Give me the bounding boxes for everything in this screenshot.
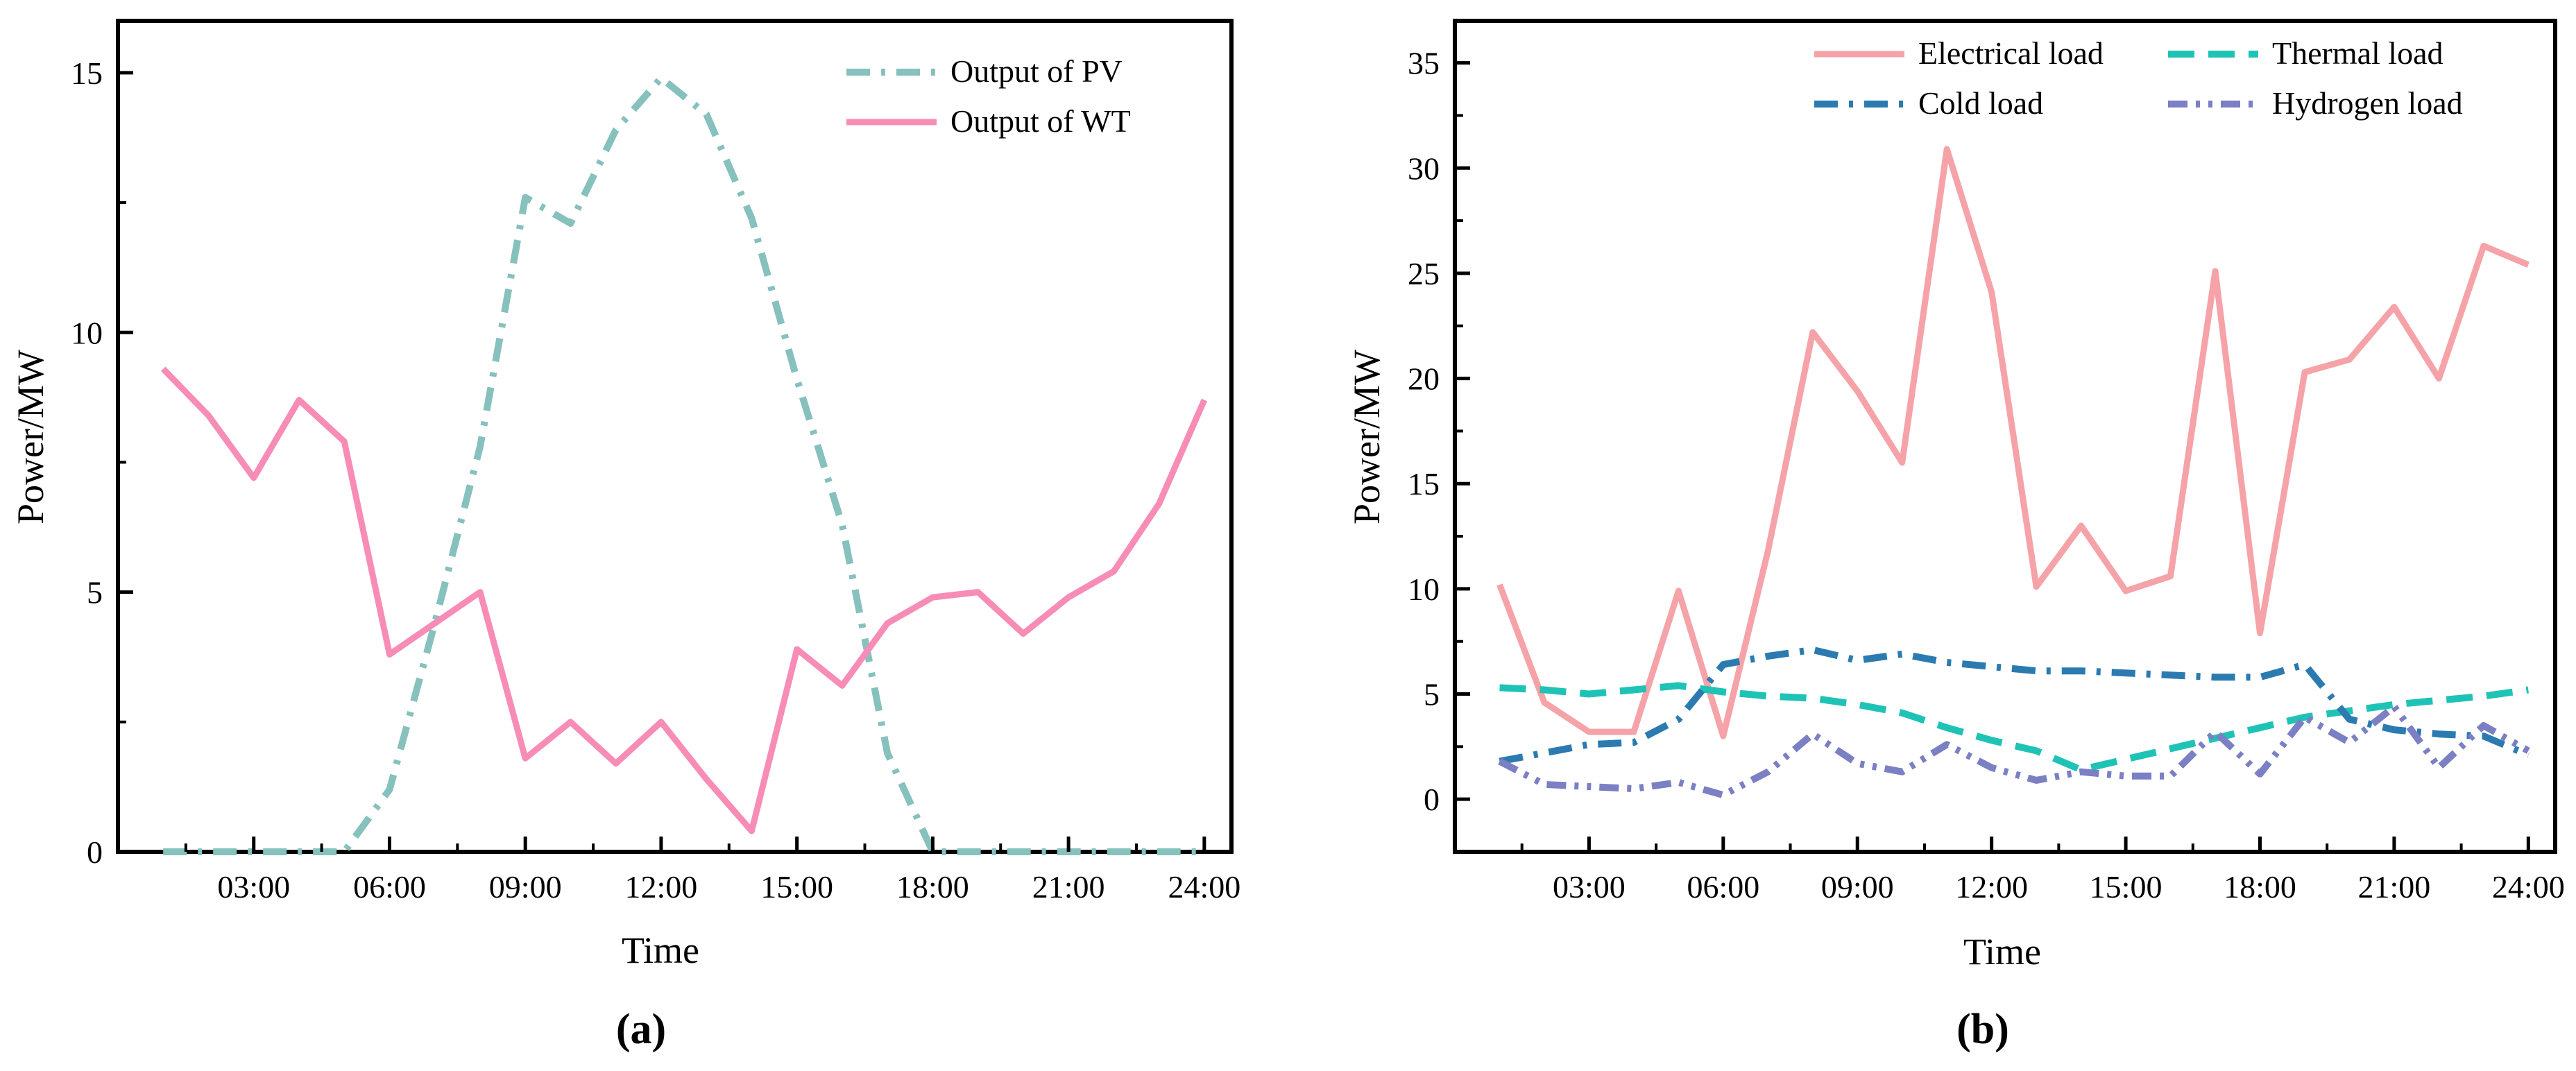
panel-a-x-tick-label: 12:00: [625, 869, 698, 905]
panel-b-x-tick-label: 21:00: [2358, 869, 2431, 905]
panel-b-label: (b): [1956, 1006, 2009, 1053]
panel-a-series-line-output-of-pv: [163, 74, 1204, 855]
panel-b-y-tick-label: 25: [1408, 256, 1440, 291]
panel-b-legend-label: Thermal load: [2272, 35, 2443, 71]
panel-a-y-tick-label: 10: [71, 315, 103, 350]
panel-a-series-line-output-of-wt: [160, 366, 1208, 834]
panel-b-x-tick-label: 06:00: [1687, 869, 1759, 905]
panel-b-x-tick-label: 18:00: [2224, 869, 2296, 905]
panel-a-axes-frame: [116, 19, 1234, 854]
panel-b-x-tick-label: 24:00: [2492, 869, 2565, 905]
panel-b: 03:00 06:00 09:00 12:00 15:00 18:00 21:00 24:00…: [1346, 19, 2565, 1053]
panel-b-y-axis-title: Power/MW: [1346, 350, 1388, 524]
panel-b-legend: Electrical load Thermal load Cold load Hydr…: [1814, 35, 2463, 121]
panel-a-x-tick-label: 09:00: [489, 869, 562, 905]
panel-a-legend-label: Output of WT: [950, 103, 1131, 139]
panel-a-x-tick-label: 21:00: [1032, 869, 1105, 905]
panel-b-y-tick-label: 35: [1408, 46, 1440, 81]
panel-b-x-tick-label: 12:00: [1955, 869, 2028, 905]
panel-a-x-tick-label: 18:00: [896, 869, 969, 905]
panel-a-legend-label: Output of PV: [950, 53, 1123, 89]
panel-b-x-axis-title: Time: [1963, 931, 2041, 973]
panel-b-x-tick-label: 03:00: [1553, 869, 1626, 905]
panel-b-ticks: 03:00 06:00 09:00 12:00 15:00 18:00 21:00 24:00…: [1408, 46, 2565, 905]
panel-a-x-tick-label: 06:00: [353, 869, 426, 905]
panel-a: 03:00 06:00 09:00 12:00 15:00 18:00 21:00 24:00…: [10, 19, 1240, 1053]
panel-b-series-line-thermal-load: [1499, 682, 2529, 773]
panel-a-x-tick-label: 24:00: [1168, 869, 1240, 905]
panel-a-ticks: 03:00 06:00 09:00 12:00 15:00 18:00 21:00 24:00…: [71, 55, 1240, 905]
panel-b-series-line-hydrogen-load: [1498, 703, 2530, 799]
panel-b-series-line-electrical-load: [1496, 146, 2530, 739]
panel-a-legend: Output of PV Output of WT: [846, 53, 1131, 139]
panel-b-y-tick-label: 5: [1424, 677, 1440, 712]
panel-b-x-tick-label: 15:00: [2090, 869, 2163, 905]
panel-b-y-tick-label: 15: [1408, 466, 1440, 502]
panel-b-axes: [1453, 19, 2557, 854]
panel-b-axes-frame: [1453, 19, 2557, 854]
panel-a-y-axis-title: Power/MW: [10, 350, 51, 524]
panel-a-series: [160, 74, 1208, 855]
panel-a-axes: [116, 19, 1234, 854]
panel-a-y-tick-label: 15: [71, 55, 103, 91]
panel-b-y-tick-label: 30: [1408, 151, 1440, 186]
panel-b-legend-label: Cold load: [1918, 85, 2043, 121]
panel-a-y-tick-label: 0: [87, 834, 103, 870]
panel-a-x-axis-title: Time: [622, 929, 699, 971]
panel-b-legend-label: Hydrogen load: [2272, 85, 2463, 121]
panel-b-x-tick-label: 09:00: [1821, 869, 1894, 905]
panel-b-legend-label: Electrical load: [1918, 35, 2104, 71]
panel-a-x-tick-label: 03:00: [217, 869, 290, 905]
panel-a-y-tick-label: 5: [87, 575, 103, 610]
panel-a-x-tick-label: 15:00: [760, 869, 833, 905]
panel-b-series: [1496, 146, 2530, 799]
panel-b-y-tick-label: 0: [1424, 782, 1440, 817]
panel-b-series-line-cold-load: [1499, 646, 2530, 765]
panel-a-label: (a): [616, 1006, 666, 1053]
panel-b-y-tick-label: 10: [1408, 572, 1440, 607]
panel-b-y-tick-label: 20: [1408, 361, 1440, 397]
